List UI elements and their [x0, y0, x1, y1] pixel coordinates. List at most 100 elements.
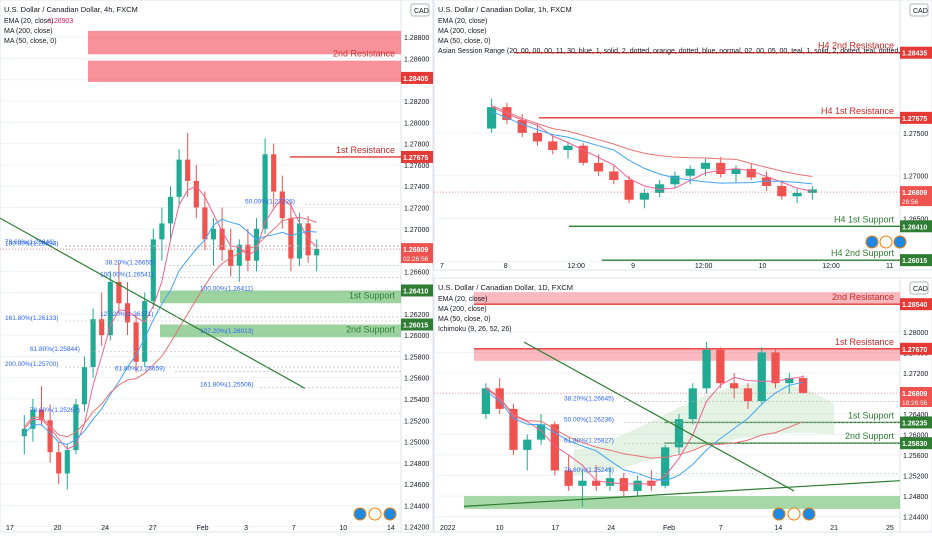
- candle-body: [548, 141, 558, 150]
- y-tick-label: 1.28200: [404, 99, 429, 106]
- panel-background: [433, 277, 932, 533]
- event-flag-icon[interactable]: [893, 235, 907, 249]
- y-tick-label: 1.28800: [404, 35, 429, 42]
- candle-body: [743, 388, 753, 402]
- candle-body: [792, 192, 802, 197]
- candle-body: [702, 349, 711, 389]
- event-flag-icon[interactable]: [368, 507, 382, 521]
- ma-200-line: [23, 216, 317, 438]
- price-tag: [900, 220, 932, 233]
- price-tag-label: 1.25830: [902, 441, 927, 448]
- ema-20-line: [23, 185, 318, 450]
- currency-button[interactable]: [909, 281, 929, 295]
- candle-body: [563, 145, 573, 150]
- y-tick-label: 1.24600: [404, 482, 429, 489]
- level-label: 2nd Support: [845, 431, 895, 441]
- candle-body: [107, 281, 113, 336]
- ma-200-line: [485, 386, 804, 459]
- x-tick-label: 9: [631, 263, 635, 270]
- candle-body: [99, 319, 105, 336]
- candle-body: [532, 132, 543, 142]
- candle-body: [124, 303, 131, 323]
- y-tick-label: 1.27200: [404, 205, 429, 212]
- y-tick-label: 1.26000: [404, 333, 429, 340]
- candle-body: [202, 207, 208, 240]
- current-price-label: 1.26809: [902, 190, 927, 197]
- fib-label: 100.00%(1.26834): [5, 240, 59, 247]
- y-tick-label: 1.25800: [404, 354, 429, 361]
- fib-label: 61.80%(1.25827): [564, 437, 614, 444]
- candle-body: [167, 196, 174, 224]
- candle-body: [73, 404, 79, 451]
- x-tick-label: 25: [886, 525, 894, 532]
- indicator-label: MA (200, close): [438, 306, 487, 313]
- candle-body: [133, 322, 139, 362]
- fib-label: 61.80%(1.25659): [115, 365, 165, 372]
- y-tick-label: 1.27200: [903, 371, 928, 378]
- fib-label: 61.80%(1.25844): [30, 346, 80, 353]
- fib-label: 38.20%(1.26655): [105, 259, 155, 266]
- zone-1st-support: [160, 290, 401, 304]
- event-flag-icon[interactable]: [383, 507, 397, 521]
- price-tag-label: 1.26015: [403, 323, 428, 330]
- fib-label: 100.00%(1.26541): [100, 272, 154, 279]
- trendline-up: [463, 480, 901, 507]
- candle-body: [746, 168, 756, 178]
- candle-body: [90, 319, 96, 368]
- ichimoku-cloud: [574, 382, 834, 476]
- y-tick-label: 1.27000: [903, 174, 928, 181]
- candle-body: [700, 162, 711, 169]
- x-tick-label: 10: [339, 525, 347, 532]
- event-flag-icon[interactable]: [772, 507, 786, 521]
- lower-support-zone: [464, 496, 900, 509]
- fib-label: 200.00%(1.25700): [5, 361, 59, 368]
- candle-body: [647, 480, 656, 486]
- y-tick-label: 1.26500: [903, 217, 928, 224]
- candle-body: [536, 424, 546, 440]
- price-tag-label: 1.26235: [902, 420, 927, 427]
- currency-button[interactable]: [909, 3, 929, 17]
- candle-body: [64, 450, 70, 474]
- candle-body: [47, 420, 53, 453]
- event-flag-icon[interactable]: [353, 507, 367, 521]
- event-flag-icon[interactable]: [865, 235, 879, 249]
- x-tick-label: 3: [244, 525, 248, 532]
- price-tag-label: 1.27675: [403, 155, 428, 162]
- y-tick-label: 1.24400: [404, 503, 429, 510]
- event-flag-icon[interactable]: [802, 507, 816, 521]
- candle-body: [288, 218, 294, 259]
- x-tick-label: 7: [719, 525, 723, 532]
- fib-label: 38.20%(1.26645): [564, 395, 614, 402]
- y-tick-label: 1.25000: [404, 440, 429, 447]
- y-tick-label: 1.24200: [404, 525, 429, 532]
- y-tick-label: 1.26600: [404, 269, 429, 276]
- candle-body: [639, 192, 649, 200]
- candle-body: [777, 186, 787, 197]
- x-tick-label: 14: [387, 525, 395, 532]
- x-tick-label: 21: [830, 525, 838, 532]
- event-flag-icon[interactable]: [879, 235, 893, 249]
- candle-body: [271, 154, 277, 192]
- candle-body: [716, 162, 726, 174]
- y-tick-label: 1.26000: [903, 433, 928, 440]
- x-tick-label: Feb: [197, 525, 209, 532]
- y-tick-label: 1.25600: [404, 376, 429, 383]
- candle-body: [176, 159, 182, 197]
- y-tick-label: 1.26200: [404, 312, 429, 319]
- level-label: H4 1st Resistance: [821, 106, 894, 116]
- candle-body: [605, 478, 615, 486]
- fib-label: 107.20%(1.26013): [200, 328, 254, 335]
- candle-body: [142, 301, 148, 362]
- x-tick-label: 11: [886, 263, 893, 270]
- currency-button[interactable]: [410, 3, 430, 17]
- candle-body: [253, 228, 260, 261]
- level-label: H4 2nd Support: [831, 248, 895, 258]
- level-label: H4 1st Support: [834, 214, 895, 224]
- price-tag: [401, 284, 433, 297]
- y-tick-label: 1.24800: [903, 494, 928, 501]
- candle-body: [21, 428, 27, 437]
- event-flag-icon[interactable]: [787, 507, 801, 521]
- x-tick-label: 12:00: [822, 263, 840, 270]
- y-tick-label: 1.27000: [404, 227, 429, 234]
